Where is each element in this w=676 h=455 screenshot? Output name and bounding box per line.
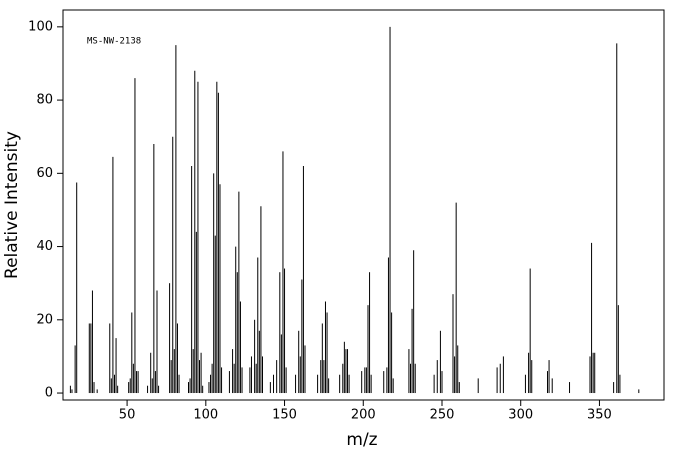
x-tick-label: 150 <box>272 408 297 423</box>
x-tick-label: 350 <box>587 408 612 423</box>
x-axis-title: m/z <box>346 430 377 450</box>
x-tick-label: 100 <box>193 408 218 423</box>
plot-frame <box>62 9 665 401</box>
y-tick-label: 20 <box>36 312 53 327</box>
x-tick-label: 250 <box>430 408 455 423</box>
x-tick-label: 50 <box>119 408 136 423</box>
y-tick-label: 40 <box>36 239 53 254</box>
y-tick-label: 100 <box>28 19 53 34</box>
x-tick-label: 200 <box>351 408 376 423</box>
annotation: MS-NW-2138 <box>87 37 141 47</box>
x-tick-label: 300 <box>508 408 533 423</box>
y-tick-label: 0 <box>45 386 53 401</box>
y-axis-title: Relative Intensity <box>2 131 22 279</box>
y-tick-label: 80 <box>36 93 53 108</box>
y-tick-label: 60 <box>36 166 53 181</box>
